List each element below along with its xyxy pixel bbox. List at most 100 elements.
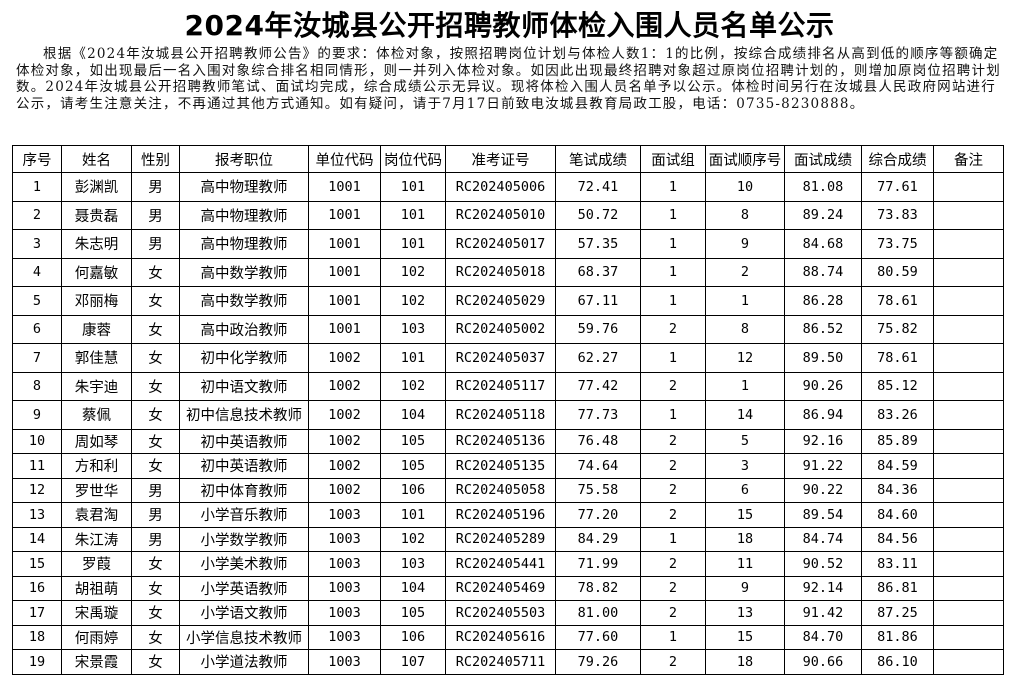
- cell-interview-order: 12: [705, 343, 785, 373]
- cell-interview-group: 2: [640, 371, 706, 401]
- cell-written-score: 72.41: [555, 172, 641, 202]
- cell-unit-code: 1002: [308, 400, 381, 430]
- cell-interview-order: 18: [705, 649, 785, 675]
- cell-ticket-number: RC202405010: [445, 200, 556, 230]
- cell-unit-code: 1002: [308, 343, 381, 373]
- cell-unit-code: 1002: [308, 428, 381, 454]
- cell-ticket-number: RC202405711: [445, 649, 556, 675]
- header-post-code: 岗位代码: [380, 145, 446, 173]
- cell-interview-group: 2: [640, 551, 706, 577]
- cell-total-score: 84.60: [861, 502, 934, 528]
- cell-gender: 女: [131, 343, 180, 373]
- cell-seq: 1: [12, 172, 62, 202]
- cell-remarks: [933, 526, 1004, 552]
- cell-interview-score: 86.94: [784, 400, 862, 430]
- cell-gender: 女: [131, 624, 180, 650]
- cell-total-score: 84.56: [861, 526, 934, 552]
- cell-post-code: 102: [380, 286, 446, 316]
- cell-interview-score: 90.22: [784, 477, 862, 503]
- cell-interview-score: 81.08: [784, 172, 862, 202]
- cell-post-code: 105: [380, 428, 446, 454]
- page-title: 2024年汝城县公开招聘教师体检入围人员名单公示: [184, 9, 835, 42]
- cell-name: 方和利: [61, 453, 132, 479]
- cell-gender: 女: [131, 600, 180, 626]
- cell-ticket-number: RC202405002: [445, 314, 556, 344]
- cell-interview-order: 14: [705, 400, 785, 430]
- table-row: 4 何嘉敏女高中数学教师 1001 102 RC202405018 68.37 1 2 88.7…: [12, 257, 1004, 287]
- table-row: 10 周如琴女初中英语教师 1002 105 RC202405136 76.48 2 5 92.…: [12, 428, 1004, 454]
- cell-written-score: 71.99: [555, 551, 641, 577]
- table-row: 6 康蓉女高中政治教师 1001 103 RC202405002 59.76 2 8 86.52…: [12, 314, 1004, 344]
- cell-gender: 女: [131, 575, 180, 601]
- cell-ticket-number: RC202405037: [445, 343, 556, 373]
- cell-remarks: [933, 551, 1004, 577]
- table-row: 16 胡祖萌女小学英语教师 1003 104 RC202405469 78.82 2 9 92.…: [12, 575, 1004, 601]
- table-row: 3 朱志明男高中物理教师 1001 101 RC202405017 57.35 1 9 84.6…: [12, 229, 1004, 259]
- cell-interview-group: 2: [640, 575, 706, 601]
- cell-seq: 16: [12, 575, 62, 601]
- cell-interview-order: 11: [705, 551, 785, 577]
- cell-ticket-number: RC202405469: [445, 575, 556, 601]
- table-header-row: 序号 姓名 性别 报考职位 单位代码 岗位代码 准考证号 笔试成绩 面试组 面试顺序号 面试成绩 综合…: [12, 145, 1004, 173]
- cell-position: 小学音乐教师: [179, 502, 309, 528]
- cell-position: 初中英语教师: [179, 428, 309, 454]
- cell-total-score: 80.59: [861, 257, 934, 287]
- cell-written-score: 68.37: [555, 257, 641, 287]
- cell-name: 彭渊凯: [61, 172, 132, 202]
- cell-interview-score: 90.26: [784, 371, 862, 401]
- cell-position: 初中英语教师: [179, 453, 309, 479]
- cell-total-score: 83.26: [861, 400, 934, 430]
- cell-gender: 男: [131, 200, 180, 230]
- cell-gender: 男: [131, 229, 180, 259]
- cell-written-score: 79.26: [555, 649, 641, 675]
- cell-interview-order: 6: [705, 477, 785, 503]
- cell-interview-score: 84.68: [784, 229, 862, 259]
- cell-remarks: [933, 257, 1004, 287]
- cell-interview-score: 89.24: [784, 200, 862, 230]
- cell-gender: 女: [131, 428, 180, 454]
- cell-ticket-number: RC202405441: [445, 551, 556, 577]
- cell-unit-code: 1001: [308, 200, 381, 230]
- cell-position: 小学信息技术教师: [179, 624, 309, 650]
- cell-total-score: 85.89: [861, 428, 934, 454]
- table-row: 11 方和利女初中英语教师 1002 105 RC202405135 74.64 2 3 91.…: [12, 453, 1004, 479]
- header-interview-group: 面试组: [640, 145, 706, 173]
- cell-name: 胡祖萌: [61, 575, 132, 601]
- table-row: 2 聂贵磊男高中物理教师 1001 101 RC202405010 50.72 1 8 89.2…: [12, 200, 1004, 230]
- cell-remarks: [933, 649, 1004, 675]
- cell-seq: 5: [12, 286, 62, 316]
- cell-seq: 12: [12, 477, 62, 503]
- cell-interview-group: 2: [640, 428, 706, 454]
- cell-name: 朱宇迪: [61, 371, 132, 401]
- cell-interview-group: 2: [640, 314, 706, 344]
- cell-interview-order: 9: [705, 575, 785, 601]
- cell-post-code: 103: [380, 314, 446, 344]
- cell-unit-code: 1001: [308, 257, 381, 287]
- cell-position: 高中政治教师: [179, 314, 309, 344]
- cell-total-score: 84.36: [861, 477, 934, 503]
- cell-gender: 女: [131, 257, 180, 287]
- cell-gender: 男: [131, 502, 180, 528]
- cell-remarks: [933, 428, 1004, 454]
- cell-position: 高中数学教师: [179, 257, 309, 287]
- header-remarks: 备注: [933, 145, 1004, 173]
- cell-written-score: 75.58: [555, 477, 641, 503]
- header-gender: 性别: [131, 145, 180, 173]
- table-row: 8 朱宇迪女初中语文教师 1002 102 RC202405117 77.42 2 1 90.2…: [12, 371, 1004, 401]
- cell-position: 高中物理教师: [179, 200, 309, 230]
- cell-seq: 15: [12, 551, 62, 577]
- cell-unit-code: 1003: [308, 575, 381, 601]
- cell-total-score: 81.86: [861, 624, 934, 650]
- cell-total-score: 77.61: [861, 172, 934, 202]
- header-position: 报考职位: [179, 145, 309, 173]
- cell-written-score: 76.48: [555, 428, 641, 454]
- cell-interview-group: 1: [640, 286, 706, 316]
- cell-interview-score: 86.28: [784, 286, 862, 316]
- header-seq: 序号: [12, 145, 62, 173]
- header-name: 姓名: [61, 145, 132, 173]
- cell-post-code: 107: [380, 649, 446, 675]
- cell-seq: 13: [12, 502, 62, 528]
- cell-total-score: 75.82: [861, 314, 934, 344]
- header-ticket-number: 准考证号: [445, 145, 556, 173]
- cell-name: 何雨婷: [61, 624, 132, 650]
